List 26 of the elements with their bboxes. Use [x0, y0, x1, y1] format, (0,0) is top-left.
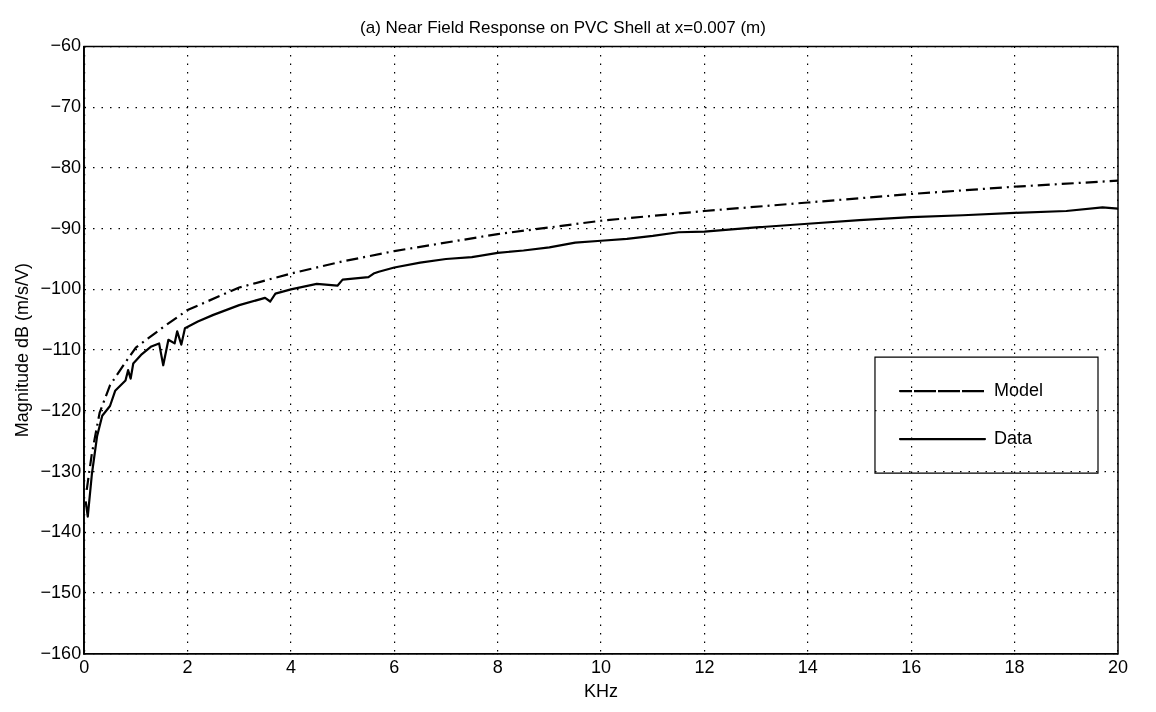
x-tick-label: 14 [797, 656, 818, 677]
legend-label: Model [993, 380, 1044, 401]
x-axis-title: KHz [584, 681, 619, 702]
x-tick-label: 10 [591, 656, 612, 677]
y-tick-label: −70 [50, 96, 82, 117]
y-tick-label: −110 [41, 339, 82, 360]
chart-title: (a) Near Field Response on PVC Shell at x=0.007 (m) [360, 17, 766, 37]
x-tick-label: 0 [79, 656, 90, 677]
x-tick-label: 4 [285, 656, 296, 677]
x-tick-label: 18 [1004, 656, 1025, 677]
y-tick-label: −130 [40, 460, 82, 481]
y-tick-label: −80 [50, 156, 82, 177]
x-tick-label: 8 [492, 656, 503, 677]
x-tick-label: 2 [182, 656, 193, 677]
y-axis-title: Magnitude dB (m/s/V) [11, 263, 32, 438]
y-tick-label: −150 [40, 582, 82, 603]
y-tick-label: −140 [40, 521, 82, 542]
y-tick-label: −120 [40, 399, 82, 420]
y-tick-label: −60 [50, 35, 82, 56]
y-tick-label: −90 [50, 217, 82, 238]
x-tick-label: 16 [901, 656, 922, 677]
x-tick-label: 20 [1107, 656, 1129, 677]
y-tick-label: −100 [40, 278, 82, 299]
legend-label: Data [993, 428, 1033, 449]
x-tick-label: 12 [694, 656, 715, 677]
x-tick-label: 6 [389, 656, 400, 677]
